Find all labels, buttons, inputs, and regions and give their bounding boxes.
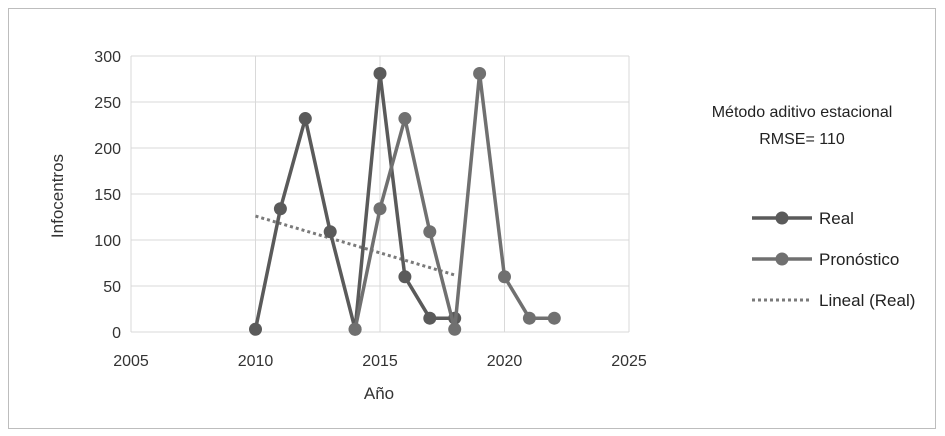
x-tick-labels: 2005 2010 2015 2020 2025 — [113, 353, 647, 370]
x-tick-label: 2015 — [362, 353, 398, 370]
legend-label: Pronóstico — [819, 250, 899, 269]
x-axis-title: Año — [364, 384, 394, 403]
x-tick-label: 2020 — [487, 353, 523, 370]
y-tick-label: 300 — [94, 49, 121, 66]
data-point — [522, 311, 536, 325]
legend-swatch-marker — [775, 252, 789, 266]
data-point — [448, 322, 462, 336]
data-point — [323, 225, 337, 239]
annotation-method: Método aditivo estacional — [712, 104, 893, 121]
legend-label: Lineal (Real) — [819, 291, 915, 310]
trendline — [255, 214, 456, 277]
data-point — [498, 270, 511, 284]
data-point — [249, 322, 262, 336]
data-point — [298, 112, 312, 126]
x-tick-label: 2010 — [238, 353, 274, 370]
data-point — [273, 202, 287, 216]
y-tick-label: 100 — [94, 233, 121, 250]
data-point — [348, 322, 362, 336]
annotation-rmse: RMSE= 110 — [759, 131, 845, 148]
legend-label: Real — [819, 209, 854, 228]
data-point — [547, 311, 561, 325]
y-tick-label: 200 — [94, 141, 121, 158]
data-point — [423, 225, 437, 239]
y-tick-labels: 0 50 100 150 200 250 300 — [94, 49, 121, 342]
legend-swatch-marker — [775, 211, 789, 225]
y-tick-label: 0 — [112, 325, 121, 342]
y-axis-title: Infocentros — [48, 154, 67, 238]
data-point — [423, 311, 437, 325]
data-point — [398, 112, 412, 126]
grid-lines — [130, 55, 630, 333]
data-point — [473, 66, 487, 80]
x-tick-label: 2005 — [113, 353, 149, 370]
legend: Real Pronóstico Lineal (Real) — [752, 209, 915, 310]
y-tick-label: 150 — [94, 187, 121, 204]
trendline-layer — [255, 214, 456, 277]
data-point — [398, 270, 412, 284]
y-tick-label: 250 — [94, 95, 121, 112]
series-layer — [249, 66, 561, 336]
data-point — [373, 202, 387, 216]
data-point — [373, 66, 387, 80]
y-tick-label: 50 — [103, 279, 121, 296]
x-tick-label: 2025 — [611, 353, 647, 370]
